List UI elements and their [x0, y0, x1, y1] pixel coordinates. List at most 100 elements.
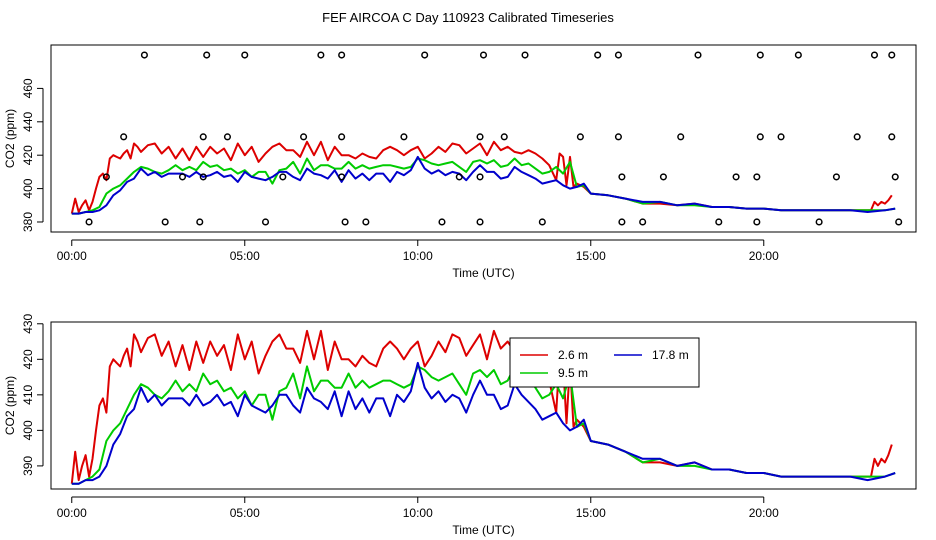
data-point: [576, 133, 584, 141]
y-tick-label: 420: [21, 349, 35, 369]
series-line-2-6-m: [70, 329, 893, 484]
legend-box: [509, 337, 700, 388]
data-point: [888, 51, 896, 59]
data-point: [476, 218, 484, 226]
top-panel: 00:00 05:00 10:00 15:00 20:00 Time (UTC) 380 40…: [3, 44, 917, 280]
data-point: [223, 133, 232, 141]
data-point: [362, 218, 370, 226]
x-tick-label: 00:00: [57, 506, 87, 520]
data-point: [476, 173, 484, 181]
y-tick-label: 430: [21, 313, 35, 333]
data-point: [853, 133, 861, 141]
data-point: [261, 218, 270, 226]
data-point: [199, 173, 207, 181]
y-tick-label: 440: [21, 111, 35, 131]
series-line-17-8-m: [71, 155, 896, 215]
data-point: [140, 51, 148, 59]
data-point: [753, 218, 761, 226]
series-group: [70, 329, 896, 485]
data-point: [895, 218, 903, 226]
data-point: [341, 218, 349, 226]
data-point: [753, 173, 761, 181]
data-point: [400, 133, 408, 141]
data-point: [870, 51, 879, 59]
legend-label-2-6-m: 2.6 m: [558, 348, 588, 362]
legend: 2.6 m 9.5 m 17.8 m: [509, 337, 700, 388]
x-tick-label: 20:00: [749, 249, 779, 263]
data-point: [756, 133, 764, 141]
y-tick-label: 390: [21, 456, 35, 476]
legend-label-17-8-m: 17.8 m: [652, 348, 689, 362]
y-tick-label: 400: [21, 178, 35, 198]
data-point: [476, 133, 484, 141]
x-tick-label: 05:00: [230, 249, 260, 263]
x-tick-label: 00:00: [57, 249, 87, 263]
x-axis-label: Time (UTC): [452, 523, 514, 537]
data-point: [300, 133, 308, 141]
y-axis-label: CO2 (ppm): [3, 376, 17, 435]
figure-title: FEF AIRCOA C Day 110923 Calibrated Times…: [322, 10, 614, 25]
data-point: [677, 133, 685, 141]
x-tick-label: 05:00: [230, 506, 260, 520]
data-point: [500, 133, 508, 141]
data-point: [241, 51, 249, 59]
data-point: [639, 218, 647, 226]
data-point: [479, 51, 488, 59]
data-point: [614, 51, 622, 59]
data-point: [203, 51, 211, 59]
data-point: [694, 51, 702, 59]
series-group: [70, 140, 896, 215]
data-point: [317, 51, 325, 59]
x-tick-label: 15:00: [576, 506, 606, 520]
data-point: [85, 218, 93, 226]
data-point: [756, 51, 764, 59]
data-point: [715, 218, 723, 226]
data-point: [794, 51, 802, 59]
point-group: [85, 51, 903, 226]
x-axis-label: Time (UTC): [452, 266, 514, 280]
series-line-2-6-m: [70, 140, 893, 214]
y-tick-label: 380: [21, 212, 35, 232]
series-line-17-8-m: [71, 361, 896, 485]
plot-frame: [50, 44, 917, 233]
data-point: [338, 133, 346, 141]
data-point: [538, 218, 546, 226]
series-line-9-5-m: [71, 157, 896, 215]
data-point: [618, 173, 626, 181]
data-point: [455, 173, 463, 181]
bottom-panel: 00:00 05:00 10:00 15:00 20:00 Time (UTC) 390 40…: [3, 313, 917, 537]
legend-label-9-5-m: 9.5 m: [558, 366, 588, 380]
x-tick-label: 15:00: [576, 249, 606, 263]
data-point: [102, 173, 110, 181]
data-point: [199, 133, 207, 141]
data-point: [438, 218, 446, 226]
data-point: [120, 133, 128, 141]
data-point: [618, 218, 626, 226]
y-tick-label: 460: [21, 78, 35, 98]
x-tick-label: 10:00: [403, 506, 433, 520]
y-tick-label: 400: [21, 420, 35, 440]
x-tick-label: 20:00: [749, 506, 779, 520]
data-point: [732, 173, 740, 181]
x-tick-label: 10:00: [403, 249, 433, 263]
data-point: [338, 173, 346, 181]
series-line-9-5-m: [71, 365, 896, 485]
data-point: [777, 133, 785, 141]
data-point: [815, 218, 823, 226]
y-axis-label: CO2 (ppm): [3, 109, 17, 168]
y-tick-label: 420: [21, 145, 35, 165]
plot-frame: [50, 321, 917, 490]
data-point: [832, 173, 840, 181]
data-point: [196, 218, 204, 226]
data-point: [614, 133, 622, 141]
data-point: [891, 173, 899, 181]
data-point: [161, 218, 169, 226]
data-point: [888, 133, 896, 141]
data-point: [521, 51, 529, 59]
data-point: [178, 173, 187, 181]
data-point: [421, 51, 429, 59]
data-point: [594, 51, 602, 59]
data-point: [338, 51, 346, 59]
